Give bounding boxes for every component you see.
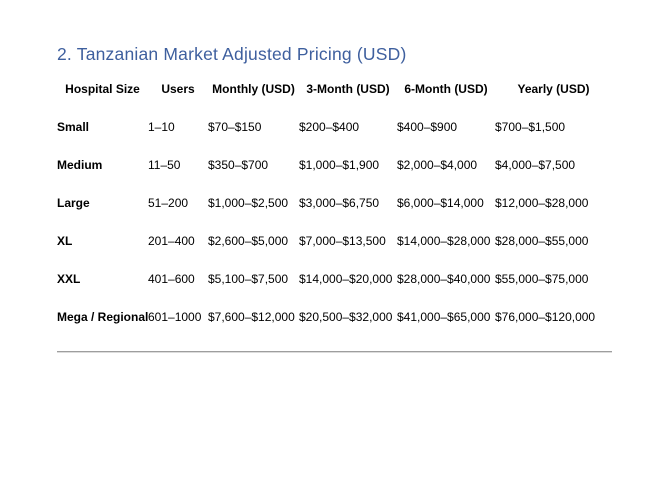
column-header: 3-Month (USD)	[306, 82, 390, 96]
price-range-cell: $76,000–$120,000	[495, 310, 596, 324]
table-row: Large 51–200 $1,000–$2,500 $3,000–$6,750 $6,…	[57, 184, 612, 222]
price-range-cell: $2,000–$4,000	[397, 158, 478, 172]
price-range-cell: $14,000–$28,000	[397, 234, 491, 248]
table-row: XXL 401–600 $5,100–$7,500 $14,000–$20,000 $2…	[57, 260, 612, 298]
pricing-table-header: Hospital Size Users Monthly (USD) 3-Month (…	[57, 70, 612, 108]
price-range-cell: $7,600–$12,000	[208, 310, 295, 324]
horizontal-rule	[57, 351, 612, 353]
pricing-table: Hospital Size Users Monthly (USD) 3-Month (…	[57, 70, 612, 336]
price-range-cell: $4,000–$7,500	[495, 158, 576, 172]
price-range-cell: 201–400	[148, 234, 195, 248]
price-range-cell: $28,000–$40,000	[397, 272, 491, 286]
price-range-cell: $1,000–$1,900	[299, 158, 380, 172]
price-range-cell: $200–$400	[299, 120, 360, 134]
price-range-cell: $3,000–$6,750	[299, 196, 380, 210]
price-range-cell: $400–$900	[397, 120, 458, 134]
price-range-cell: $350–$700	[208, 158, 269, 172]
price-range-cell: $7,000–$13,500	[299, 234, 386, 248]
table-row: Medium 11–50 $350–$700 $1,000–$1,900 $2,000–…	[57, 146, 612, 184]
table-row: Small 1–10 $70–$150 $200–$400 $400–$900 $700–…	[57, 108, 612, 146]
column-header: Yearly (USD)	[517, 82, 590, 96]
column-header: Monthly (USD)	[212, 82, 295, 96]
price-range-cell: 11–50	[148, 158, 181, 172]
hospital-size-cell: XXL	[57, 272, 81, 286]
price-range-cell: $1,000–$2,500	[208, 196, 289, 210]
hospital-size-cell: Medium	[57, 158, 103, 172]
column-header: Users	[161, 82, 195, 96]
hospital-size-cell: Small	[57, 120, 90, 134]
price-range-cell: $28,000–$55,000	[495, 234, 589, 248]
price-range-cell: 601–1000	[148, 310, 202, 324]
price-range-cell: $55,000–$75,000	[495, 272, 589, 286]
price-range-cell: $41,000–$65,000	[397, 310, 491, 324]
section-heading: 2. Tanzanian Market Adjusted Pricing (US…	[57, 44, 407, 64]
table-row: Mega / Regional 601–1000 $7,600–$12,000 $20…	[57, 298, 612, 336]
table-row: XL 201–400 $2,600–$5,000 $7,000–$13,500 $14,…	[57, 222, 612, 260]
price-range-cell: $6,000–$14,000	[397, 196, 484, 210]
column-header: Hospital Size	[65, 82, 140, 96]
price-range-cell: $70–$150	[208, 120, 262, 134]
hospital-size-cell: Large	[57, 196, 90, 210]
price-range-cell: $12,000–$28,000	[495, 196, 589, 210]
price-range-cell: $20,500–$32,000	[299, 310, 393, 324]
column-header: 6-Month (USD)	[404, 82, 488, 96]
hospital-size-cell: Mega / Regional	[57, 310, 149, 324]
price-range-cell: 401–600	[148, 272, 195, 286]
price-range-cell: 1–10	[148, 120, 175, 134]
hospital-size-cell: XL	[57, 234, 73, 248]
price-range-cell: $2,600–$5,000	[208, 234, 289, 248]
table-header-row: Hospital Size Users Monthly (USD) 3-Month (…	[57, 70, 612, 108]
price-range-cell: $14,000–$20,000	[299, 272, 393, 286]
price-range-cell: 51–200	[148, 196, 189, 210]
price-range-cell: $700–$1,500	[495, 120, 566, 134]
price-range-cell: $5,100–$7,500	[208, 272, 289, 286]
pricing-table-body: Small 1–10 $70–$150 $200–$400 $400–$900 $700–…	[57, 108, 612, 336]
